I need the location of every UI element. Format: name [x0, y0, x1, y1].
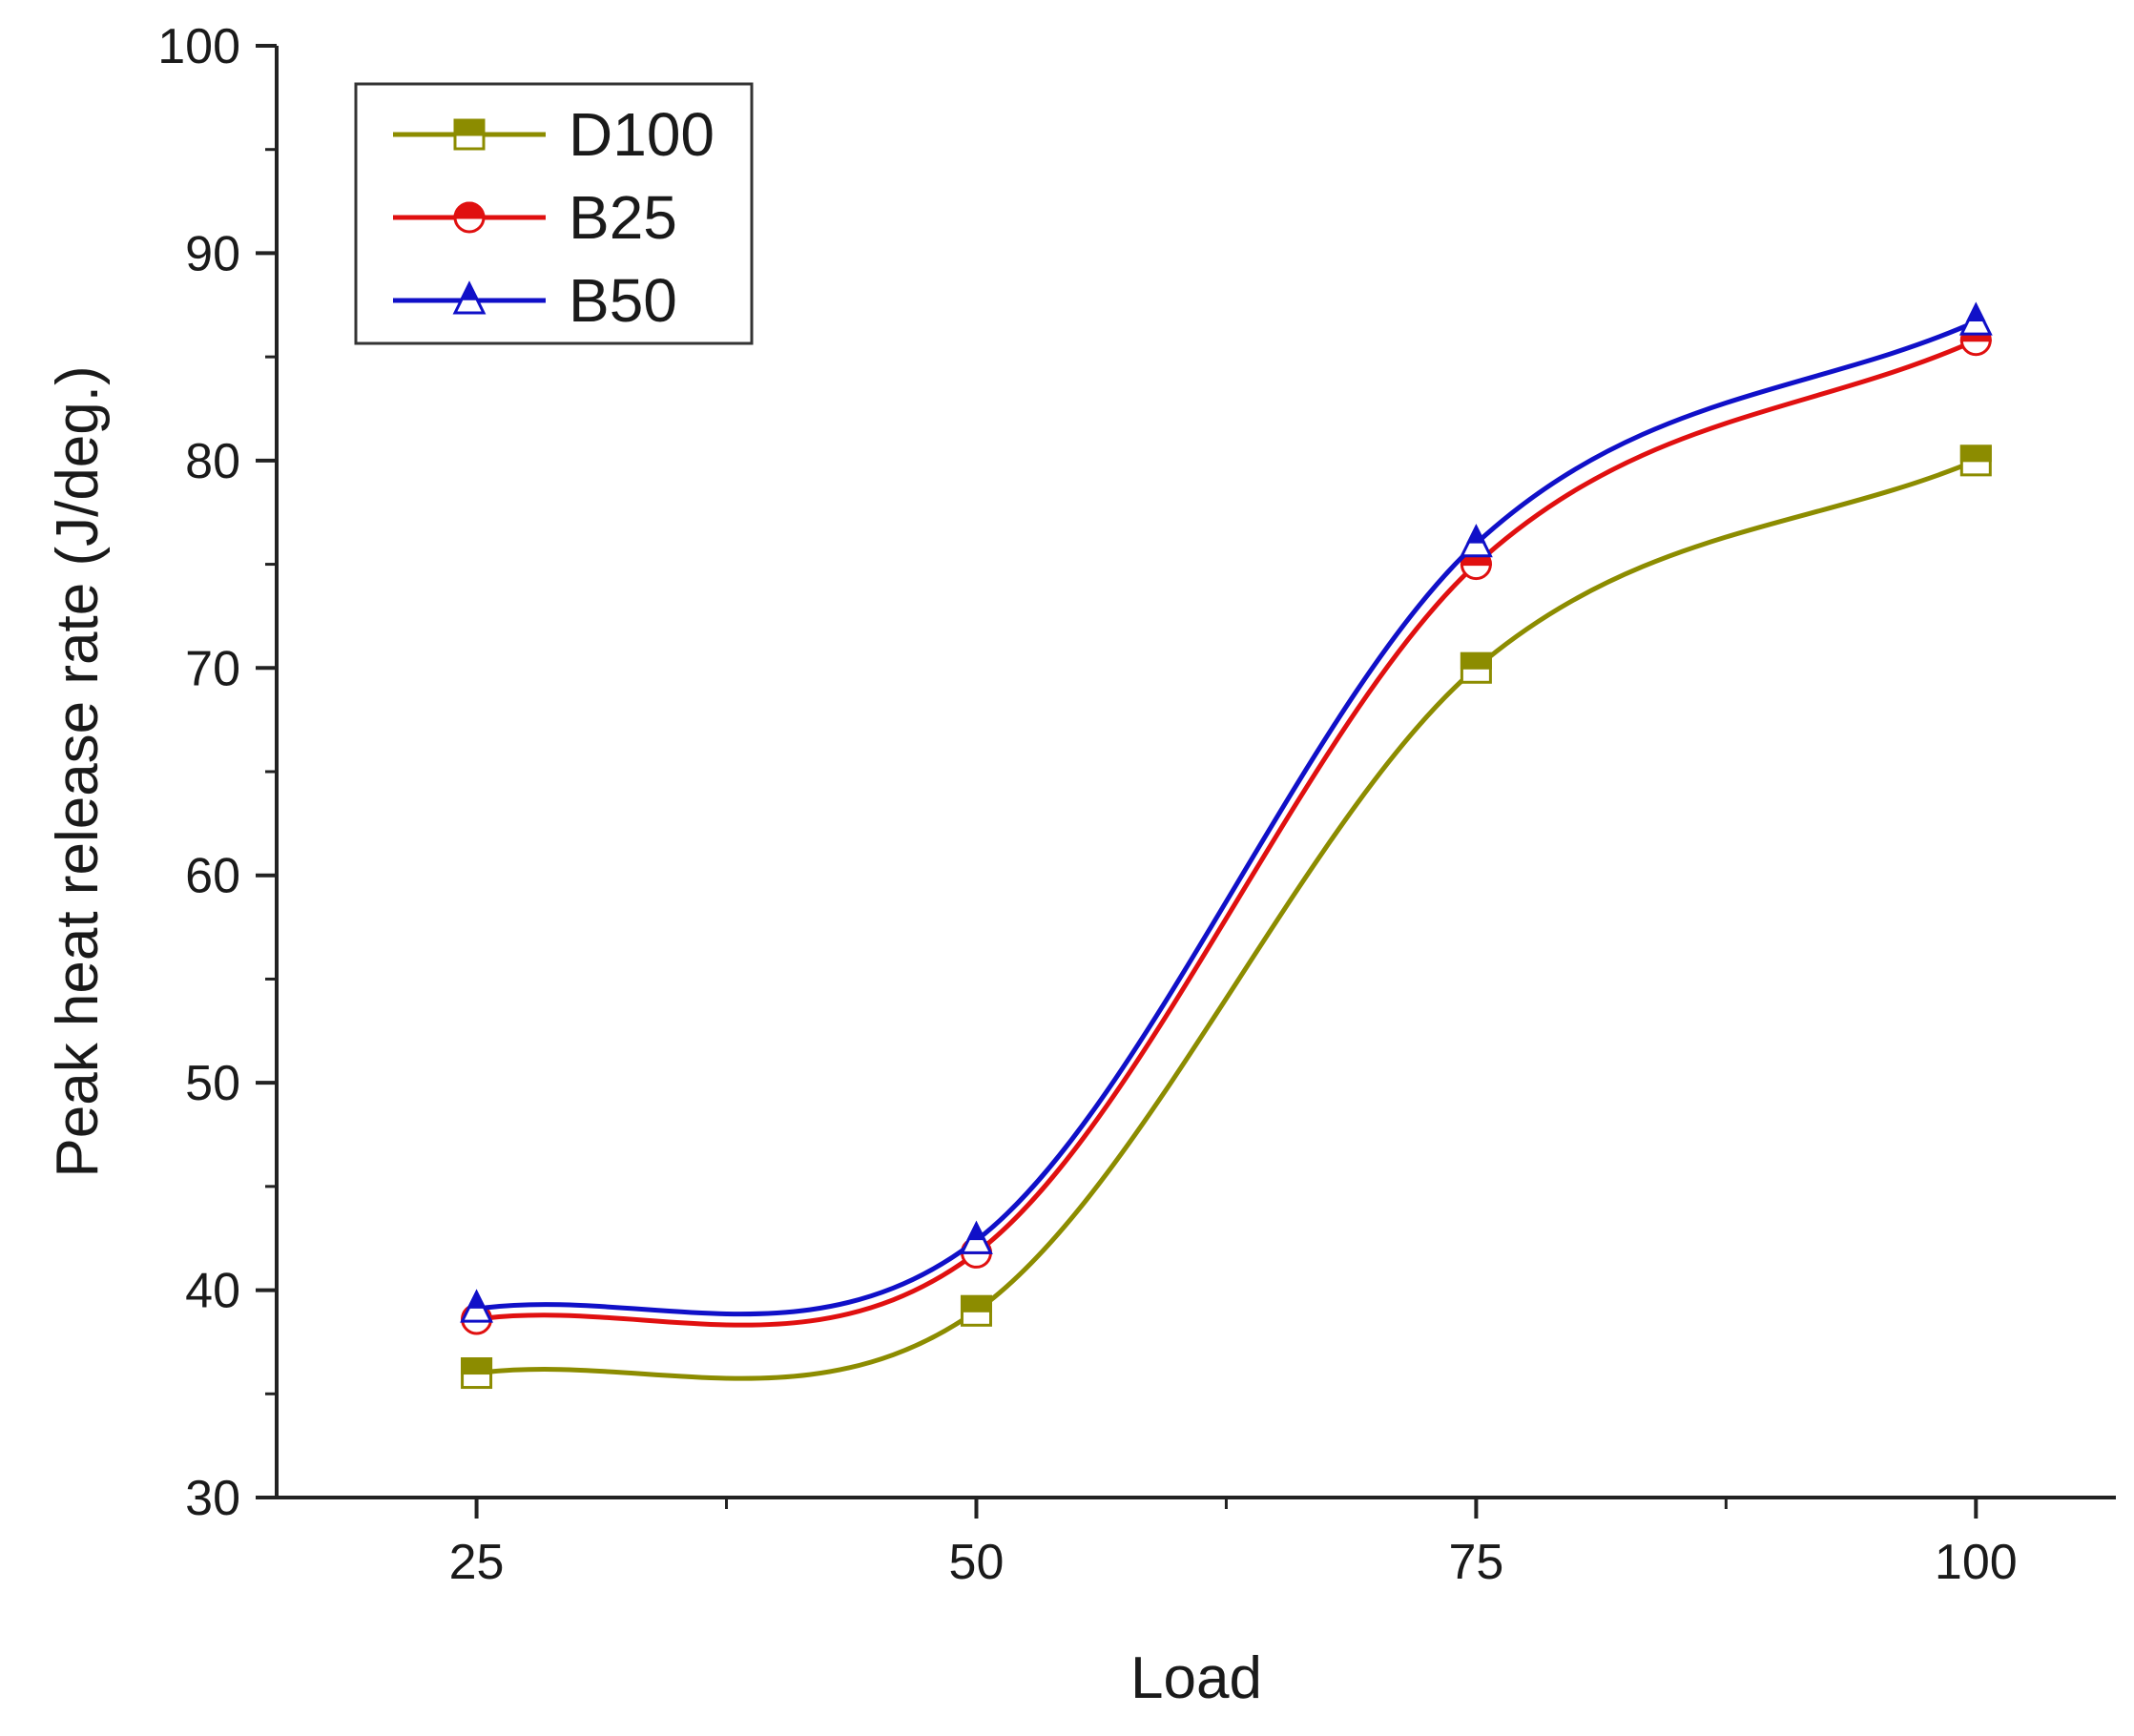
y-tick-label: 50	[185, 1056, 240, 1111]
series-layer	[460, 301, 1993, 1390]
legend-label-b50: B50	[569, 266, 677, 335]
x-tick-label: 75	[1448, 1535, 1503, 1590]
legend: D100 B25 B50	[354, 82, 754, 345]
x-tick-label: 25	[449, 1535, 505, 1590]
y-tick-label: 90	[185, 226, 240, 281]
data-point-d100-fill	[1460, 651, 1492, 670]
data-point-b50-fill	[966, 1220, 986, 1241]
y-axis-title: Peak heat release rate (J/deg.)	[45, 365, 111, 1177]
data-point-b50-fill	[1966, 301, 1986, 321]
series-line-b50	[476, 319, 1978, 1317]
series-d100	[461, 444, 1992, 1390]
axes: 25 50 75 100 30 40 50 60 70 80 90 100	[157, 19, 2116, 1590]
y-tick-label: 80	[185, 434, 240, 489]
data-point-b50-fill	[466, 1289, 487, 1309]
y-tick-label: 60	[185, 849, 240, 904]
data-point-d100-fill	[1959, 444, 1992, 463]
series-line-b25	[476, 338, 1978, 1328]
data-point-b50-fill	[1466, 524, 1486, 544]
legend-marker-b50-fill	[459, 280, 480, 300]
legend-marker-d100-fill	[453, 118, 486, 136]
data-point-d100-fill	[960, 1294, 992, 1312]
series-line-d100	[476, 458, 1978, 1381]
y-tick-label: 40	[185, 1264, 240, 1319]
y-tick-label: 70	[185, 641, 240, 696]
x-tick-label: 100	[1935, 1535, 2018, 1590]
series-b25	[461, 324, 1992, 1335]
data-point-d100-fill	[461, 1357, 493, 1375]
legend-label-b25: B25	[569, 183, 677, 252]
legend-label-d100: D100	[569, 100, 715, 169]
legend-marker-b25-fill	[453, 201, 486, 219]
y-tick-label: 30	[185, 1471, 240, 1526]
series-b50	[460, 301, 1993, 1323]
y-tick-label: 100	[157, 19, 240, 74]
x-axis-title: Load	[1130, 1645, 1262, 1711]
x-tick-label: 50	[949, 1535, 1005, 1590]
